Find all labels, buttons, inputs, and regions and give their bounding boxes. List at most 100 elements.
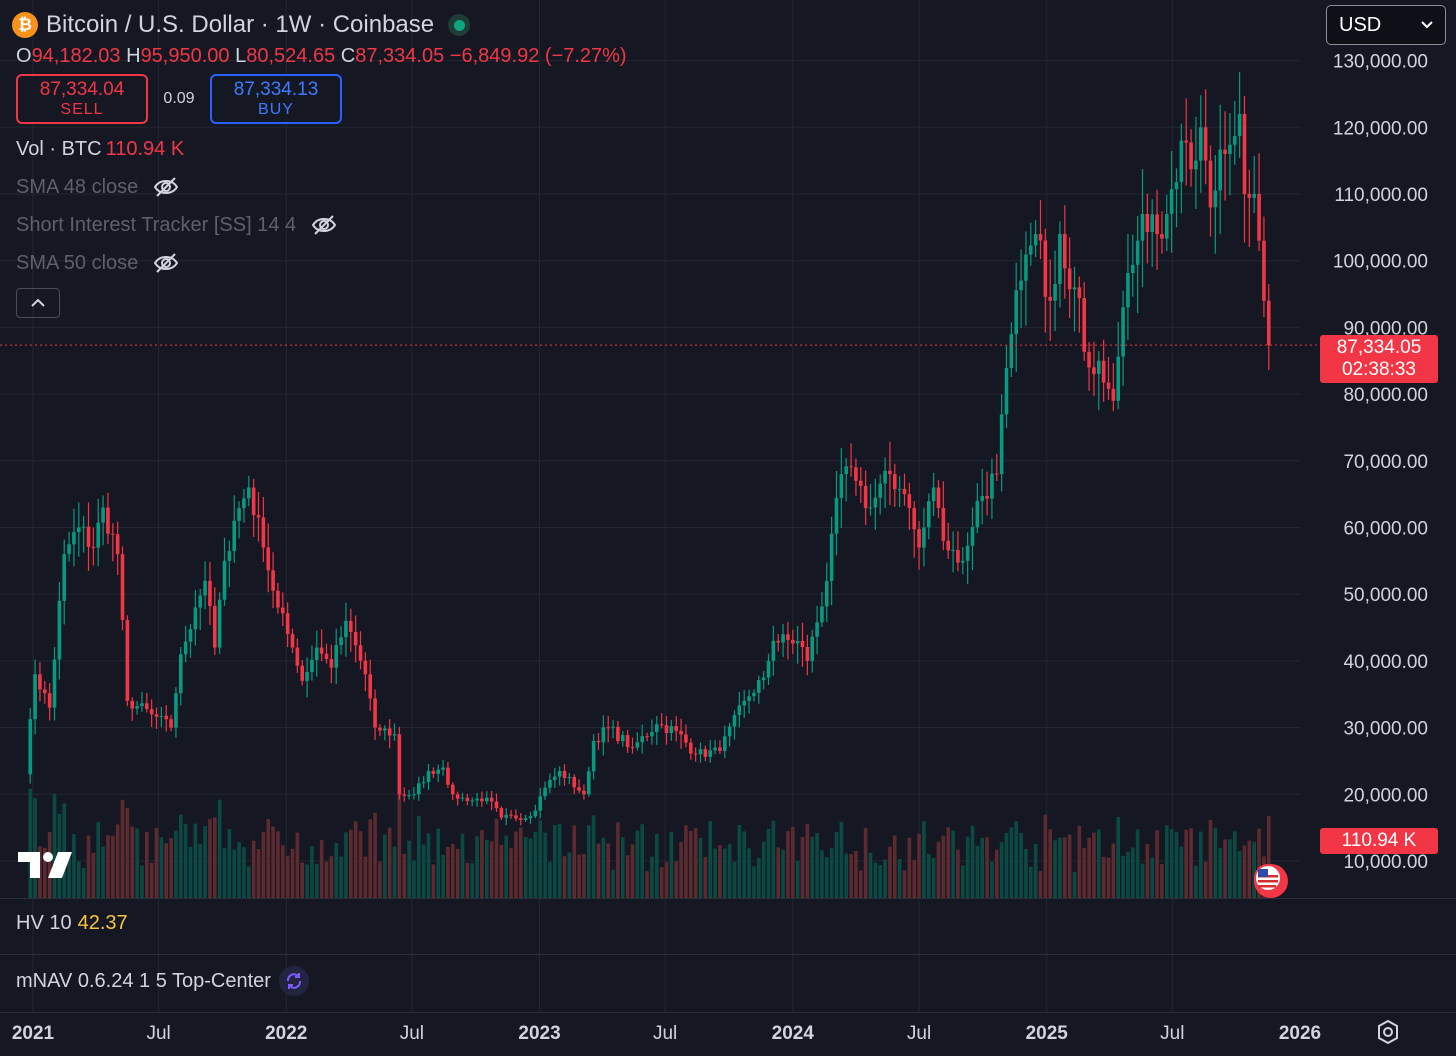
candle-body — [300, 665, 305, 681]
symbol-title-row[interactable]: ₿ Bitcoin / U.S. Dollar · 1W · Coinbase — [12, 10, 627, 40]
volume-bar — [475, 836, 479, 898]
refresh-icon[interactable] — [278, 966, 309, 996]
collapse-legend-button[interactable] — [16, 288, 60, 318]
volume-bar — [450, 843, 455, 898]
candle-body — [747, 696, 751, 701]
candle-body — [713, 747, 717, 751]
pane-separator[interactable] — [0, 954, 1456, 955]
volume-bar — [290, 848, 295, 898]
volume-bar — [125, 807, 130, 898]
volume-bar — [562, 856, 567, 898]
candle-body — [936, 487, 941, 508]
indicator-sma48[interactable]: SMA 48 close — [16, 168, 627, 206]
volume-bar — [766, 828, 771, 898]
candle-body — [752, 692, 756, 697]
volume-bar — [256, 848, 261, 898]
volume-bar — [460, 833, 465, 898]
volume-bar — [994, 849, 999, 898]
eye-off-icon[interactable] — [152, 251, 180, 275]
x-tick-label: 2022 — [265, 1023, 307, 1044]
volume-bar — [902, 870, 907, 898]
volume-bar — [708, 821, 713, 898]
us-flag-icon[interactable] — [1252, 862, 1290, 900]
candle-body — [1082, 298, 1087, 352]
indicator-volume[interactable]: Vol · BTC 110.94 K — [16, 130, 627, 168]
candle-body — [348, 620, 353, 632]
volume-bar — [552, 825, 557, 898]
candle-body — [941, 507, 946, 541]
volume-bar — [1189, 828, 1193, 898]
volume-bar — [1126, 851, 1130, 898]
volume-bar — [601, 837, 606, 898]
x-tick-label: 2021 — [12, 1023, 55, 1044]
mnav-indicator[interactable]: mNAV 0.6.24 1 5 Top-Center — [16, 966, 309, 996]
buy-button[interactable]: 87,334.13 BUY — [210, 74, 342, 124]
candle-body — [543, 787, 547, 797]
volume-bar — [1145, 844, 1150, 898]
volume-bar — [1213, 827, 1218, 898]
volume-bar — [251, 840, 256, 898]
candle-body — [688, 742, 693, 754]
volume-label: Vol · BTC — [16, 138, 102, 160]
eye-off-icon[interactable] — [310, 213, 338, 237]
pane-separator[interactable] — [0, 898, 1456, 899]
volume-bar — [698, 838, 703, 898]
candle-body — [91, 546, 96, 548]
candle-body — [776, 640, 781, 643]
candle-body — [363, 660, 368, 675]
volume-bar — [86, 835, 91, 898]
chevron-up-icon — [31, 298, 45, 307]
candle-body — [523, 818, 528, 821]
volume-bar — [1208, 819, 1213, 898]
candle-body — [1164, 214, 1169, 239]
indicator-short-interest[interactable]: Short Interest Tracker [SS] 14 4 — [16, 206, 627, 244]
indicator-sma50[interactable]: SMA 50 close — [16, 244, 627, 282]
hv-indicator[interactable]: HV 10 42.37 — [16, 912, 128, 935]
volume-bar — [1019, 832, 1023, 898]
volume-bar — [416, 815, 421, 898]
volume-bar — [727, 844, 732, 898]
volume-bar — [96, 821, 101, 898]
gear-icon[interactable] — [1374, 1018, 1402, 1046]
volume-bar — [664, 862, 669, 898]
hv-value: 42.37 — [77, 912, 128, 934]
volume-bar — [688, 830, 693, 898]
candle-body — [679, 730, 683, 735]
volume-bar — [1237, 851, 1242, 898]
volume-bar — [834, 832, 839, 898]
candle-body — [805, 646, 810, 661]
tradingview-logo[interactable] — [18, 850, 72, 880]
candle-body — [62, 554, 67, 601]
volume-bar — [1228, 839, 1232, 898]
candle-body — [790, 639, 795, 644]
candle-body — [640, 736, 645, 743]
volume-bar — [484, 839, 489, 898]
volume-bar — [970, 825, 975, 898]
sell-button[interactable]: 87,334.04 SELL — [16, 74, 148, 124]
candle-body — [980, 496, 985, 501]
candle-body — [1169, 189, 1174, 215]
volume-bar — [616, 822, 620, 898]
volume-bar — [956, 849, 960, 898]
eye-off-icon[interactable] — [152, 175, 180, 199]
candle-body — [1121, 307, 1125, 357]
volume-bar — [1072, 871, 1077, 898]
candle-body — [1150, 214, 1155, 233]
candle-body — [47, 693, 52, 708]
volume-bar — [358, 831, 363, 898]
candle-body — [1247, 194, 1252, 198]
volume-bar — [339, 856, 343, 898]
market-status-icon[interactable] — [448, 14, 471, 36]
volume-bar — [178, 814, 183, 898]
candle-body — [188, 629, 193, 642]
candle-body — [290, 633, 295, 648]
volume-bar — [1028, 866, 1033, 898]
candle-body — [654, 724, 659, 733]
currency-select[interactable]: USD — [1326, 5, 1446, 45]
candle-body — [310, 659, 314, 672]
volume-bar — [1135, 829, 1140, 898]
candle-body — [781, 634, 785, 643]
volume-bar — [611, 869, 615, 898]
candle-body — [727, 726, 732, 737]
